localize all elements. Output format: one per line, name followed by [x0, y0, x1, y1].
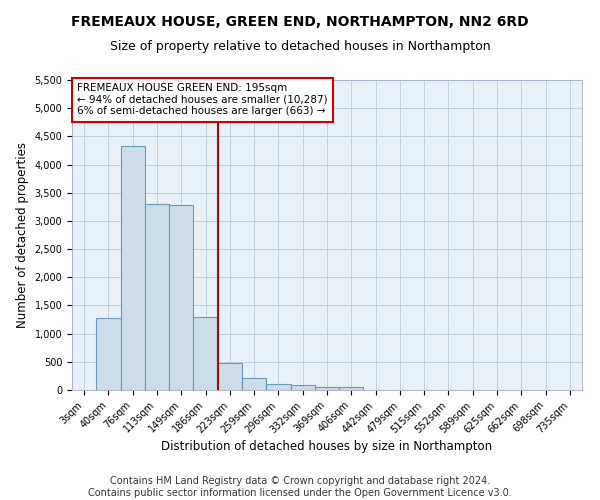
Bar: [266, 384, 290, 390]
X-axis label: Distribution of detached houses by size in Northampton: Distribution of detached houses by size …: [161, 440, 493, 454]
Bar: [339, 386, 364, 390]
Bar: [218, 363, 242, 390]
Bar: [290, 386, 315, 390]
Bar: [193, 316, 218, 390]
Bar: [169, 204, 193, 390]
Bar: [242, 378, 266, 390]
Bar: [315, 386, 339, 390]
Text: FREMEAUX HOUSE GREEN END: 195sqm
← 94% of detached houses are smaller (10,287)
6: FREMEAUX HOUSE GREEN END: 195sqm ← 94% o…: [77, 83, 328, 116]
Text: Size of property relative to detached houses in Northampton: Size of property relative to detached ho…: [110, 40, 490, 53]
Text: FREMEAUX HOUSE, GREEN END, NORTHAMPTON, NN2 6RD: FREMEAUX HOUSE, GREEN END, NORTHAMPTON, …: [71, 15, 529, 29]
Bar: [145, 204, 169, 390]
Bar: [96, 318, 121, 390]
Text: Contains HM Land Registry data © Crown copyright and database right 2024.
Contai: Contains HM Land Registry data © Crown c…: [88, 476, 512, 498]
Y-axis label: Number of detached properties: Number of detached properties: [16, 142, 29, 328]
Bar: [121, 146, 145, 390]
